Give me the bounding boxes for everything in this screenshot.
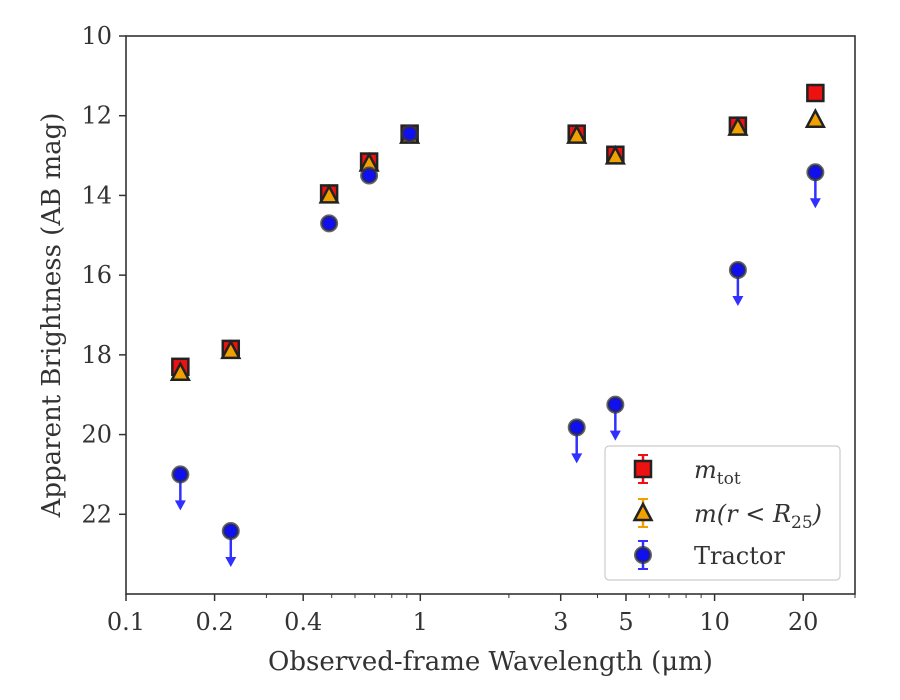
x-tick-label: 0.4 — [284, 608, 322, 636]
x-tick-label: 20 — [788, 608, 819, 636]
legend-label: m(r < R25) — [694, 500, 822, 533]
legend-label: mtot — [694, 456, 741, 489]
circle-marker — [567, 418, 586, 437]
x-tick-label: 0.1 — [107, 608, 145, 636]
legend: mtot m(r < R25) Tractor — [604, 445, 841, 581]
y-tick-label: 20 — [81, 421, 112, 449]
x-tick-label: 10 — [699, 608, 730, 636]
triangle-marker — [220, 339, 242, 360]
circle-marker — [400, 124, 419, 143]
x-tick-label: 0.2 — [196, 608, 234, 636]
x-tick-label: 5 — [618, 608, 633, 636]
legend-circle-marker — [634, 546, 652, 564]
circle-marker — [728, 260, 747, 279]
x-tick-label: 1 — [413, 608, 428, 636]
circle-marker — [360, 166, 379, 185]
y-tick-label: 22 — [81, 500, 112, 528]
x-axis-label: Observed-frame Wavelength (μm) — [268, 647, 713, 677]
triangle-marker — [566, 123, 588, 144]
y-tick-label: 18 — [81, 341, 112, 369]
x-tick-label: 3 — [553, 608, 568, 636]
legend-entries: mtot m(r < R25) Tractor — [632, 454, 822, 570]
triangle-marker — [604, 144, 626, 165]
circle-marker — [221, 522, 240, 541]
legend-square-marker — [633, 459, 653, 479]
circle-marker — [320, 214, 339, 233]
y-tick-label: 14 — [81, 181, 112, 209]
data-marks — [169, 83, 826, 568]
triangle-marker — [318, 183, 340, 204]
axes: 0.1 0.2 0.4 1 3 5 10 20 10 12 14 16 18 20 22 — [81, 22, 856, 636]
y-tick-label: 10 — [81, 22, 112, 50]
y-axis-label: Apparent Brightness (AB mag) — [37, 113, 67, 519]
circle-marker — [806, 163, 825, 182]
triangle-marker — [727, 116, 749, 136]
circle-marker — [171, 465, 190, 484]
triangle-marker — [169, 361, 191, 382]
square-marker — [806, 83, 825, 103]
y-tick-label: 16 — [81, 261, 112, 289]
plot-frame — [125, 35, 856, 595]
circle-marker — [606, 395, 625, 414]
triangle-marker — [804, 108, 826, 128]
legend-triangle-marker — [632, 501, 654, 522]
y-tick-label: 12 — [81, 102, 112, 130]
legend-box — [604, 445, 841, 581]
legend-label: Tractor — [694, 542, 785, 570]
